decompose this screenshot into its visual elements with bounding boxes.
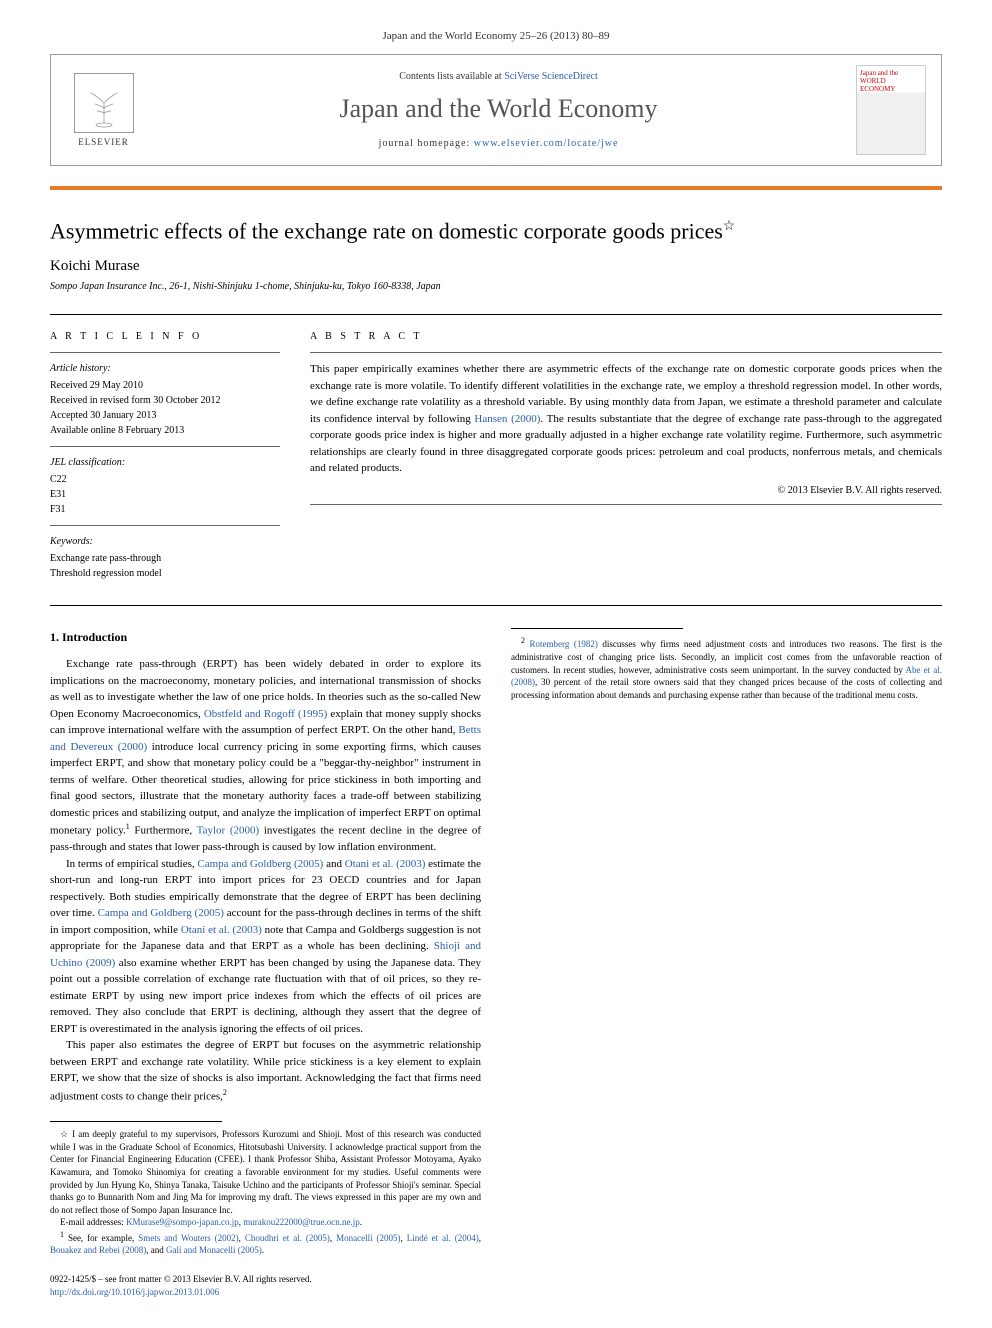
contents-available: Contents lists available at SciVerse Sci… — [156, 71, 841, 82]
footnote-star: ☆ I am deeply grateful to my supervisors… — [50, 1128, 481, 1216]
citation-link[interactable]: Galí and Monacelli (2005) — [166, 1245, 262, 1255]
article-title: Asymmetric effects of the exchange rate … — [50, 218, 942, 244]
sciencedirect-link[interactable]: SciVerse ScienceDirect — [504, 71, 598, 82]
citation-link[interactable]: Lindé et al. (2004) — [407, 1233, 479, 1243]
citation-link[interactable]: Campa and Goldberg (2005) — [98, 907, 224, 919]
divider — [50, 314, 942, 315]
history-line: Received 29 May 2010 — [50, 378, 280, 393]
citation-link[interactable]: Choudhri et al. (2005) — [245, 1233, 330, 1243]
journal-homepage: journal homepage: www.elsevier.com/locat… — [156, 138, 841, 149]
abstract-copyright: © 2013 Elsevier B.V. All rights reserved… — [310, 483, 942, 498]
footnote-1: 1 See, for example, Smets and Wouters (2… — [50, 1229, 481, 1257]
citation-link[interactable]: Hansen (2000) — [474, 413, 540, 425]
article-body: 1. Introduction Exchange rate pass-throu… — [50, 628, 942, 1257]
journal-cover-thumbnail: Japan and the WORLD ECONOMY — [856, 65, 926, 155]
abstract-heading: A B S T R A C T — [310, 329, 942, 344]
citation-link[interactable]: Otani et al. (2003) — [345, 858, 426, 870]
history-line: Received in revised form 30 October 2012 — [50, 393, 280, 408]
citation-link[interactable]: Smets and Wouters (2002) — [138, 1233, 238, 1243]
footnote-separator — [511, 628, 683, 629]
history-line: Available online 8 February 2013 — [50, 423, 280, 438]
email-link[interactable]: KMurase9@sompo-japan.co.jp — [126, 1217, 239, 1227]
body-paragraph: Exchange rate pass-through (ERPT) has be… — [50, 656, 481, 856]
jel-heading: JEL classification: — [50, 455, 280, 470]
jel-code: C22 — [50, 472, 280, 487]
body-paragraph: In terms of empirical studies, Campa and… — [50, 856, 481, 1038]
info-heading: A R T I C L E I N F O — [50, 329, 280, 344]
journal-title: Japan and the World Economy — [156, 94, 841, 124]
running-head: Japan and the World Economy 25–26 (2013)… — [50, 30, 942, 42]
body-paragraph: This paper also estimates the degree of … — [50, 1037, 481, 1105]
keywords-heading: Keywords: — [50, 534, 280, 549]
footnote-separator — [50, 1121, 222, 1122]
citation-link[interactable]: Otani et al. (2003) — [181, 924, 262, 936]
article-info-block: A R T I C L E I N F O Article history: R… — [50, 329, 280, 581]
section-heading: 1. Introduction — [50, 628, 481, 646]
divider-orange — [50, 186, 942, 190]
keyword: Exchange rate pass-through — [50, 551, 280, 566]
divider — [50, 605, 942, 606]
title-footnote-mark: ☆ — [723, 219, 736, 234]
citation-link[interactable]: Obstfeld and Rogoff (1995) — [204, 708, 327, 720]
author-name: Koichi Murase — [50, 258, 942, 275]
footnote-ref[interactable]: 2 — [223, 1088, 227, 1097]
journal-header: ELSEVIER Contents lists available at Sci… — [50, 54, 942, 166]
citation-link[interactable]: Rotemberg (1982) — [530, 639, 598, 649]
article-meta-row: A R T I C L E I N F O Article history: R… — [50, 329, 942, 581]
citation-link[interactable]: Taylor (2000) — [197, 825, 260, 837]
abstract-text: This paper empirically examines whether … — [310, 361, 942, 477]
issn-line: 0922-1425/$ – see front matter © 2013 El… — [50, 1273, 942, 1286]
publisher-logo: ELSEVIER — [66, 68, 141, 153]
citation-link[interactable]: Campa and Goldberg (2005) — [197, 858, 323, 870]
email-link[interactable]: murakou222000@true.ocn.ne.jp — [243, 1217, 360, 1227]
elsevier-tree-icon — [74, 73, 134, 133]
citation-link[interactable]: Monacelli (2005) — [336, 1233, 400, 1243]
keyword: Threshold regression model — [50, 566, 280, 581]
footnote-email: E-mail addresses: KMurase9@sompo-japan.c… — [50, 1216, 481, 1229]
homepage-link[interactable]: www.elsevier.com/locate/jwe — [474, 138, 619, 149]
author-affiliation: Sompo Japan Insurance Inc., 26-1, Nishi-… — [50, 281, 942, 292]
history-line: Accepted 30 January 2013 — [50, 408, 280, 423]
publisher-name: ELSEVIER — [78, 137, 129, 147]
doi-link[interactable]: http://dx.doi.org/10.1016/j.japwor.2013.… — [50, 1287, 219, 1297]
citation-link[interactable]: Bouakez and Rebei (2008) — [50, 1245, 146, 1255]
footnote-2: 2 Rotemberg (1982) discusses why firms n… — [511, 635, 942, 701]
bottom-meta: 0922-1425/$ – see front matter © 2013 El… — [50, 1273, 942, 1298]
jel-code: F31 — [50, 502, 280, 517]
history-heading: Article history: — [50, 361, 280, 376]
abstract-block: A B S T R A C T This paper empirically e… — [310, 329, 942, 581]
jel-code: E31 — [50, 487, 280, 502]
